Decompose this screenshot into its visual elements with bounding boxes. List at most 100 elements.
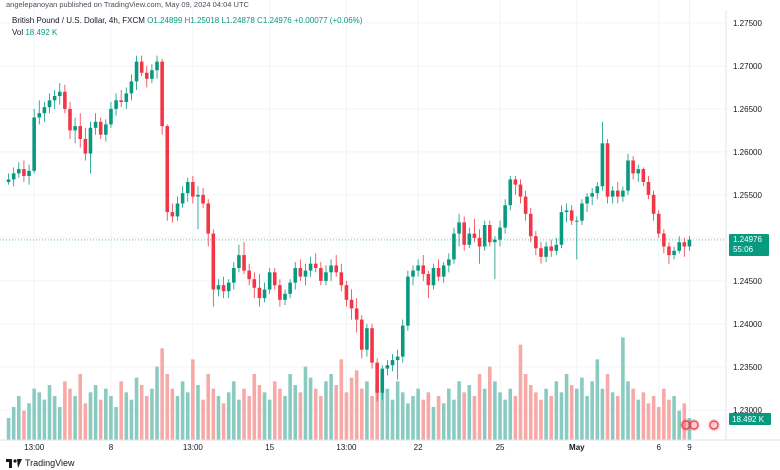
- candle: [687, 236, 692, 251]
- candle: [52, 89, 57, 109]
- candlesticks: [6, 55, 692, 402]
- candle: [406, 270, 410, 331]
- candle: [569, 205, 574, 225]
- candle: [375, 358, 379, 402]
- candle: [559, 205, 564, 249]
- volume-bar: [672, 396, 676, 440]
- last-price-label: 1.24976 55:06: [729, 233, 769, 256]
- candle: [170, 203, 175, 223]
- volume-bar: [232, 381, 236, 440]
- event-flag-icon[interactable]: [688, 419, 700, 431]
- candle: [324, 265, 328, 286]
- volume-legend[interactable]: Vol 18.492 K: [12, 28, 57, 38]
- candle: [580, 199, 584, 225]
- volume-bar: [447, 388, 451, 440]
- candle: [134, 55, 139, 90]
- volume-bar: [436, 396, 441, 440]
- bar-countdown: 55:06: [733, 245, 754, 254]
- volume-bar: [329, 374, 333, 440]
- volume-bar: [324, 381, 328, 440]
- volume-bar: [508, 388, 513, 440]
- event-flag-icon[interactable]: [708, 419, 720, 431]
- candle: [104, 119, 108, 142]
- volume-bar: [32, 388, 36, 440]
- volume-bar: [631, 388, 635, 440]
- volume-bar: [421, 399, 426, 440]
- volume-bar: [144, 396, 149, 440]
- brand-name: TradingView: [25, 458, 75, 468]
- candle: [155, 55, 159, 79]
- candle: [319, 261, 323, 286]
- candle: [452, 227, 456, 264]
- volume-bar: [493, 381, 497, 440]
- last-price-value: 1.24976: [733, 235, 762, 244]
- candle: [513, 175, 518, 195]
- volume-bar: [595, 359, 600, 440]
- candle: [83, 127, 88, 161]
- candle: [549, 239, 554, 257]
- price-axis[interactable]: 1.275001.270001.265001.260001.255001.250…: [733, 19, 762, 415]
- price-tick-label: 1.23500: [733, 363, 762, 372]
- candle: [431, 263, 436, 290]
- candle: [283, 289, 287, 305]
- volume-bar: [93, 385, 98, 440]
- candle: [411, 265, 415, 286]
- volume-bar: [467, 385, 472, 440]
- time-tick-label: 25: [496, 443, 505, 452]
- volume-bar: [621, 337, 625, 440]
- candle: [109, 102, 113, 128]
- volume-bar: [498, 392, 502, 440]
- candle: [278, 279, 282, 307]
- volume-bar: [313, 388, 318, 440]
- volume-bar: [293, 385, 298, 440]
- volume-bar: [303, 366, 308, 440]
- candle: [17, 162, 21, 178]
- volume-bar: [375, 385, 379, 440]
- candle: [534, 231, 538, 256]
- candle: [441, 261, 446, 283]
- tradingview-footer[interactable]: TradingView: [6, 458, 75, 468]
- volume-bar: [170, 388, 175, 440]
- volume-bar: [47, 385, 52, 440]
- symbol-title: British Pound / U.S. Dollar, 4h, FXCM: [12, 16, 145, 25]
- candle: [247, 263, 251, 286]
- candle: [365, 323, 369, 357]
- volume-bar: [610, 392, 615, 440]
- candle: [144, 65, 149, 88]
- volume-bar: [585, 396, 589, 440]
- volume-bar: [226, 392, 231, 440]
- candle: [339, 263, 344, 292]
- candle: [564, 203, 569, 223]
- volume-bar: [477, 374, 482, 440]
- candle: [605, 139, 610, 204]
- candle: [313, 253, 318, 273]
- time-axis[interactable]: 13:00 8 13:00 15 13:00 22 25 May 6 9: [24, 443, 692, 452]
- candle: [303, 263, 308, 286]
- volume-bar: [63, 381, 67, 440]
- candle: [539, 242, 543, 264]
- volume-bar: [298, 392, 303, 440]
- candle: [272, 268, 277, 290]
- candle: [252, 272, 257, 299]
- volume-bar: [462, 392, 466, 440]
- volume-bar: [518, 344, 523, 440]
- price-tick-label: 1.27500: [733, 19, 762, 28]
- candle: [206, 199, 211, 247]
- candle: [180, 186, 185, 208]
- volume-label: Vol: [12, 28, 24, 37]
- candle: [477, 229, 482, 264]
- candle: [201, 188, 205, 208]
- candle: [354, 298, 359, 333]
- last-volume-value: 18.492 K: [732, 415, 765, 424]
- price-tick-label: 1.25500: [733, 191, 762, 200]
- candle: [457, 213, 461, 247]
- candle: [677, 236, 681, 254]
- volume-bar: [503, 399, 507, 440]
- volume-bar: [636, 399, 641, 440]
- volume-bar: [78, 374, 83, 440]
- time-tick-label: 9: [687, 443, 692, 452]
- volume-bar: [677, 410, 681, 440]
- symbol-legend[interactable]: British Pound / U.S. Dollar, 4h, FXCM O1…: [12, 16, 362, 26]
- volume-bar: [165, 374, 170, 440]
